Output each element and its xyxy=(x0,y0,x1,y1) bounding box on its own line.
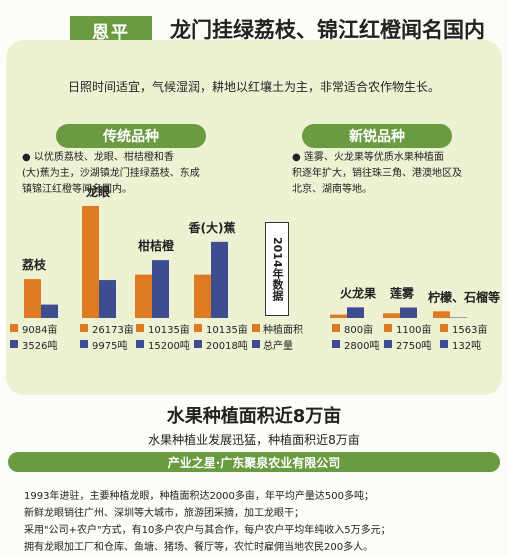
legend-swatch-area xyxy=(384,324,392,332)
data-label-output: 15200吨 xyxy=(148,339,190,352)
data-label-area: 1563亩 xyxy=(452,323,487,336)
new-varieties-title: 新锐品种 xyxy=(302,124,452,148)
bar-output xyxy=(99,280,116,318)
data-label-area: 10135亩 xyxy=(206,323,248,336)
legend-swatch-output xyxy=(384,340,392,348)
bar-output xyxy=(41,304,58,318)
data-label-area: 1100亩 xyxy=(396,323,431,336)
legend-swatch-output xyxy=(136,340,144,348)
data-label-area: 800亩 xyxy=(344,323,373,336)
paragraph-line: 采用"公司+农户"方式，有10多户农户与其合作，每户农户平均年纯收入5万多元； xyxy=(24,525,391,536)
city-tag: 恩平 xyxy=(70,16,152,44)
bottom-title: 水果种植面积近8万亩 xyxy=(166,406,342,427)
paragraph-line: 新鲜龙眼销往广州、深圳等大城市，旅游团采摘，加工龙眼干； xyxy=(24,508,304,519)
legend-swatch-output xyxy=(194,340,202,348)
category-label: 龙眼 xyxy=(86,184,110,199)
legend-output: 总产量 xyxy=(263,339,293,352)
legend-swatch-output xyxy=(332,340,340,348)
legend-swatch-output xyxy=(10,340,18,348)
traditional-desc: ● 以优质荔枝、龙眼、柑桔橙和香 (大)蕉为主，沙湖镇龙门挂绿荔枝、东成 镇锦江… xyxy=(22,150,200,198)
legend-swatch-area xyxy=(194,324,202,332)
legend-swatch-output xyxy=(440,340,448,348)
bar-area xyxy=(82,206,99,318)
traditional-desc-line: 镇锦江红橙等闻名国内。 xyxy=(22,184,132,195)
legend-area: 种植面积 xyxy=(263,323,303,336)
data-label-area: 10135亩 xyxy=(148,323,190,336)
data-label-output: 20018吨 xyxy=(206,339,248,352)
traditional-desc-line: (大)蕉为主，沙湖镇龙门挂绿荔枝、东成 xyxy=(22,168,200,179)
company-paragraph: 1993年进驻，主要种植龙眼，种植面积达2000多亩，年平均产量达500多吨； … xyxy=(24,488,492,556)
legend-swatch-area xyxy=(136,324,144,332)
bar-area xyxy=(433,311,450,318)
bar-output xyxy=(450,317,467,318)
bar-area xyxy=(24,279,41,318)
data-label-output: 132吨 xyxy=(452,339,481,352)
legend-swatch-area xyxy=(80,324,88,332)
data-label-output: 9975吨 xyxy=(92,339,127,352)
legend-swatch-area xyxy=(332,324,340,332)
category-label: 火龙果 xyxy=(340,285,376,300)
bottom-subtitle: 水果种植业发展迅猛，种植面积近8万亩 xyxy=(148,433,360,447)
legend-swatch-area xyxy=(252,324,260,332)
bar-output xyxy=(347,307,364,318)
bar-area xyxy=(330,314,347,318)
bar-area xyxy=(135,274,152,318)
category-label: 香(大)蕉 xyxy=(188,220,236,235)
legend-swatch-output xyxy=(252,340,260,348)
category-label: 莲雾 xyxy=(390,286,415,301)
bar-area xyxy=(383,313,400,318)
category-label: 柑桔橙 xyxy=(138,238,175,253)
new-desc-line: 积逐年扩大，销往珠三角、港澳地区及 xyxy=(292,168,462,179)
new-varieties-desc: ● 莲雾、火龙果等优质水果种植面 积逐年扩大，销往珠三角、港澳地区及 北京、湖南… xyxy=(292,150,462,198)
bar-area xyxy=(194,274,211,318)
data-label-output: 2750吨 xyxy=(396,339,431,352)
legend-swatch-area xyxy=(10,324,18,332)
bar-output xyxy=(152,260,169,318)
company-band: 产业之星·广东聚泉农业有限公司 xyxy=(8,452,500,472)
data-label-area: 9084亩 xyxy=(22,323,57,336)
data-label-area: 26173亩 xyxy=(92,323,134,336)
year-label: 2014年数据 xyxy=(265,222,289,316)
bar-output xyxy=(400,307,417,318)
climate-text: 日照时间适宜，气候湿润，耕地以红壤土为主，非常适合农作物生长。 xyxy=(67,80,440,94)
new-desc-line: ● 莲雾、火龙果等优质水果种植面 xyxy=(292,152,444,163)
data-label-output: 2800吨 xyxy=(344,339,379,352)
paragraph-line: 1993年进驻，主要种植龙眼，种植面积达2000多亩，年平均产量达500多吨； xyxy=(24,491,374,502)
paragraph-line: 拥有龙眼加工厂和仓库、鱼塘、猪场、餐厅等，农忙时雇佣当地农民200多人。 xyxy=(24,542,374,553)
legend-swatch-output xyxy=(80,340,88,348)
new-desc-line: 北京、湖南等地。 xyxy=(292,184,372,195)
bar-output xyxy=(211,241,228,318)
category-label: 柠檬、石榴等 xyxy=(428,289,500,304)
data-label-output: 3526吨 xyxy=(22,339,57,352)
headline: 龙门挂绿荔枝、锦江红橙闻名国内 xyxy=(170,18,485,42)
legend-swatch-area xyxy=(440,324,448,332)
traditional-title: 传统品种 xyxy=(56,124,206,148)
category-label: 荔枝 xyxy=(21,257,47,272)
traditional-desc-line: ● 以优质荔枝、龙眼、柑桔橙和香 xyxy=(22,152,174,163)
